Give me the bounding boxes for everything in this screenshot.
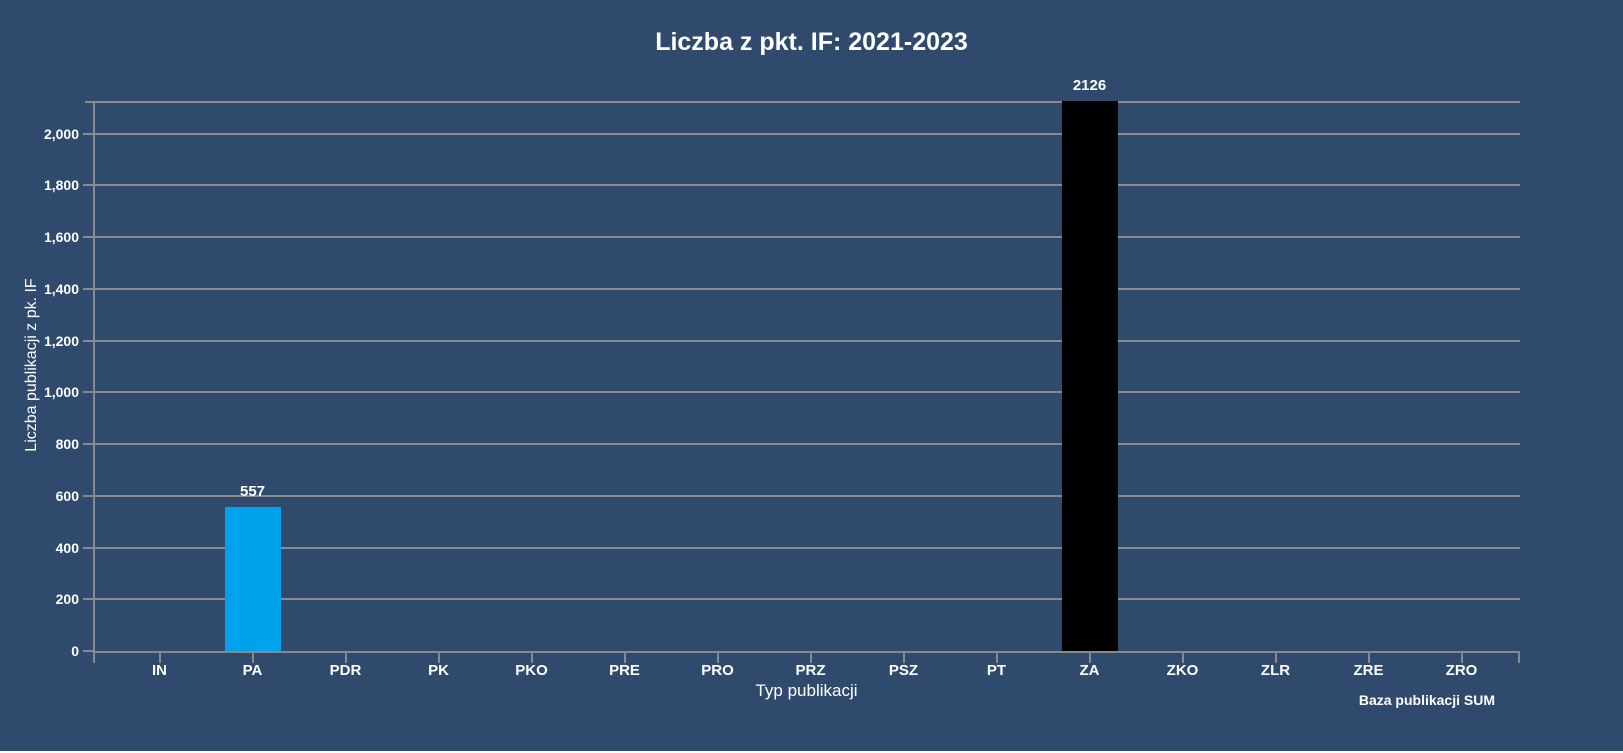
x-axis-title: Typ publikacji [755,681,858,700]
x-category-label: PRE [609,662,640,679]
y-tick-mark [83,650,93,652]
gridline [93,184,1520,186]
gridline [93,495,1520,497]
x-tick-mark [531,653,533,663]
x-tick-mark [1518,653,1520,663]
x-category-label: PRO [701,662,734,679]
y-tick-mark [83,598,93,600]
y-tick-mark [83,340,93,342]
y-tick-mark [83,443,93,445]
x-tick-mark [624,653,626,663]
y-tick-label: 1,600 [43,229,79,245]
x-category-label: PKO [515,662,548,679]
gridline [93,133,1520,135]
y-tick-label: 200 [55,591,79,607]
x-category-label: PRZ [795,662,826,679]
bar-value-label: 2126 [1072,77,1107,94]
x-category-label: ZLR [1260,662,1291,679]
bar-value-label: 557 [239,483,266,500]
chart-title: Liczba z pkt. IF: 2021-2023 [655,28,968,56]
y-axis-line [93,101,95,653]
x-tick-mark [1089,653,1091,663]
y-tick-label: 2,000 [43,126,79,142]
x-category-label: ZA [1079,662,1100,679]
y-tick-label: 600 [55,488,79,504]
gridline [93,443,1520,445]
footer-credit: Baza publikacji SUM [1358,692,1495,708]
x-tick-mark [93,653,95,663]
gridline [93,236,1520,238]
bar-PA[interactable] [225,507,281,651]
x-tick-mark [1368,653,1370,663]
bottom-edge [0,751,1623,753]
plot-top-border [85,101,1520,103]
y-tick-mark [83,495,93,497]
y-tick-label: 400 [55,540,79,556]
x-tick-mark [996,653,998,663]
y-tick-mark [83,133,93,135]
gridline [93,547,1520,549]
x-category-label: PK [428,662,449,679]
y-tick-label: 1,000 [43,384,79,400]
y-tick-mark [83,288,93,290]
y-tick-mark [83,236,93,238]
x-category-label: PT [986,662,1007,679]
gridline [93,288,1520,290]
x-category-label: ZKO [1166,662,1199,679]
plot-area: 0 200 400 600 800 1,000 1,200 1,400 1,600 1,800 2,… [44,77,1520,679]
y-tick-label: 1,800 [43,177,79,193]
x-tick-mark [717,653,719,663]
y-tick-label: 800 [55,436,79,452]
x-tick-mark [1182,653,1184,663]
gridline [93,598,1520,600]
x-category-label: PDR [329,662,362,679]
x-tick-mark [252,653,254,663]
x-category-label: PA [242,662,263,679]
x-tick-mark [159,653,161,663]
x-tick-mark [1461,653,1463,663]
x-tick-mark [903,653,905,663]
x-category-label: ZRO [1445,662,1478,679]
y-tick-mark [83,184,93,186]
y-tick-mark [83,391,93,393]
x-tick-mark [1275,653,1277,663]
x-tick-mark [345,653,347,663]
x-category-label: PSZ [888,662,919,679]
y-tick-label: 1,200 [43,333,79,349]
x-tick-mark [810,653,812,663]
bar-ZA[interactable] [1062,101,1118,651]
gridline [93,391,1520,393]
gridline [93,340,1520,342]
y-tick-label: 0 [71,643,79,659]
x-category-label: IN [152,662,167,679]
y-tick-mark [83,547,93,549]
x-category-label: ZRE [1353,662,1384,679]
x-axis-line [93,651,1520,653]
y-axis-title: Liczba publikacji z pk. IF [23,278,40,452]
y-tick-label: 1,400 [43,281,79,297]
x-tick-mark [438,653,440,663]
